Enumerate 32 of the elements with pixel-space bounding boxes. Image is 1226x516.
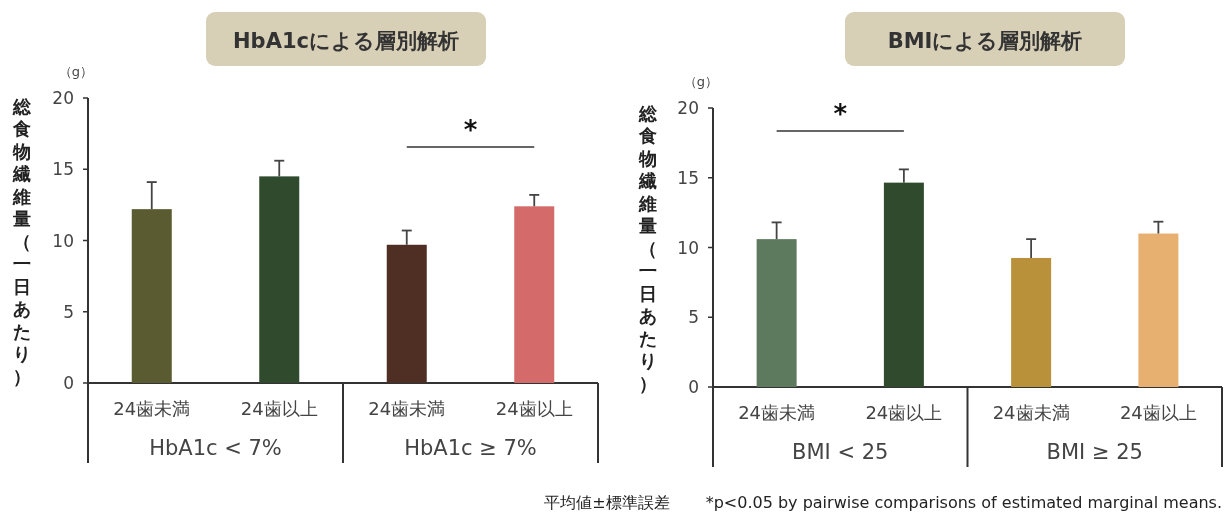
x-tick-label: BMI ≥ 25 [1046, 440, 1143, 464]
series-label: 24歯以上 [1119, 402, 1197, 423]
text: 総食物繊維量（一日あたり） [13, 95, 31, 387]
y-tick-label: 20 [677, 98, 699, 118]
text: 総食物繊維量（一日あたり） [639, 102, 657, 394]
annotation: * [833, 99, 848, 129]
y-tick-label: 0 [688, 377, 699, 397]
series-label: 24歯以上 [240, 398, 318, 419]
chart-title: HbA1cによる層別解析 [233, 29, 459, 53]
y-tick-label: 5 [688, 307, 699, 328]
text: （g） [683, 74, 719, 89]
text: 24歯未満 [368, 398, 446, 419]
y-tick-label: 5 [63, 301, 74, 322]
text: 24歯以上 [495, 398, 573, 419]
x-tick-label: BMI < 25 [792, 440, 889, 464]
y-tick-label: 15 [677, 167, 699, 188]
series-label: 24歯未満 [738, 402, 816, 423]
text: 平均値±標準誤差 [544, 493, 670, 512]
x-tick-label: HbA1c ≥ 7% [404, 436, 537, 460]
series-label: 24歯未満 [113, 398, 191, 419]
y-tick-label: 20 [52, 88, 74, 108]
text: 24歯未満 [992, 402, 1070, 423]
chart-title: BMIによる層別解析 [887, 29, 1083, 53]
y-tick-label: 10 [52, 230, 74, 251]
x-tick-label: HbA1c < 7% [149, 436, 282, 460]
y-tick-label: 10 [677, 237, 699, 258]
annotation: * [463, 115, 478, 145]
text: （g） [58, 64, 94, 79]
text: 24歯以上 [865, 402, 943, 423]
text: *p<0.05 by pairwise comparisons of estimated marginal means. [705, 493, 1222, 512]
y-tick-label: 0 [63, 373, 74, 393]
y-tick-label: 15 [52, 159, 74, 180]
